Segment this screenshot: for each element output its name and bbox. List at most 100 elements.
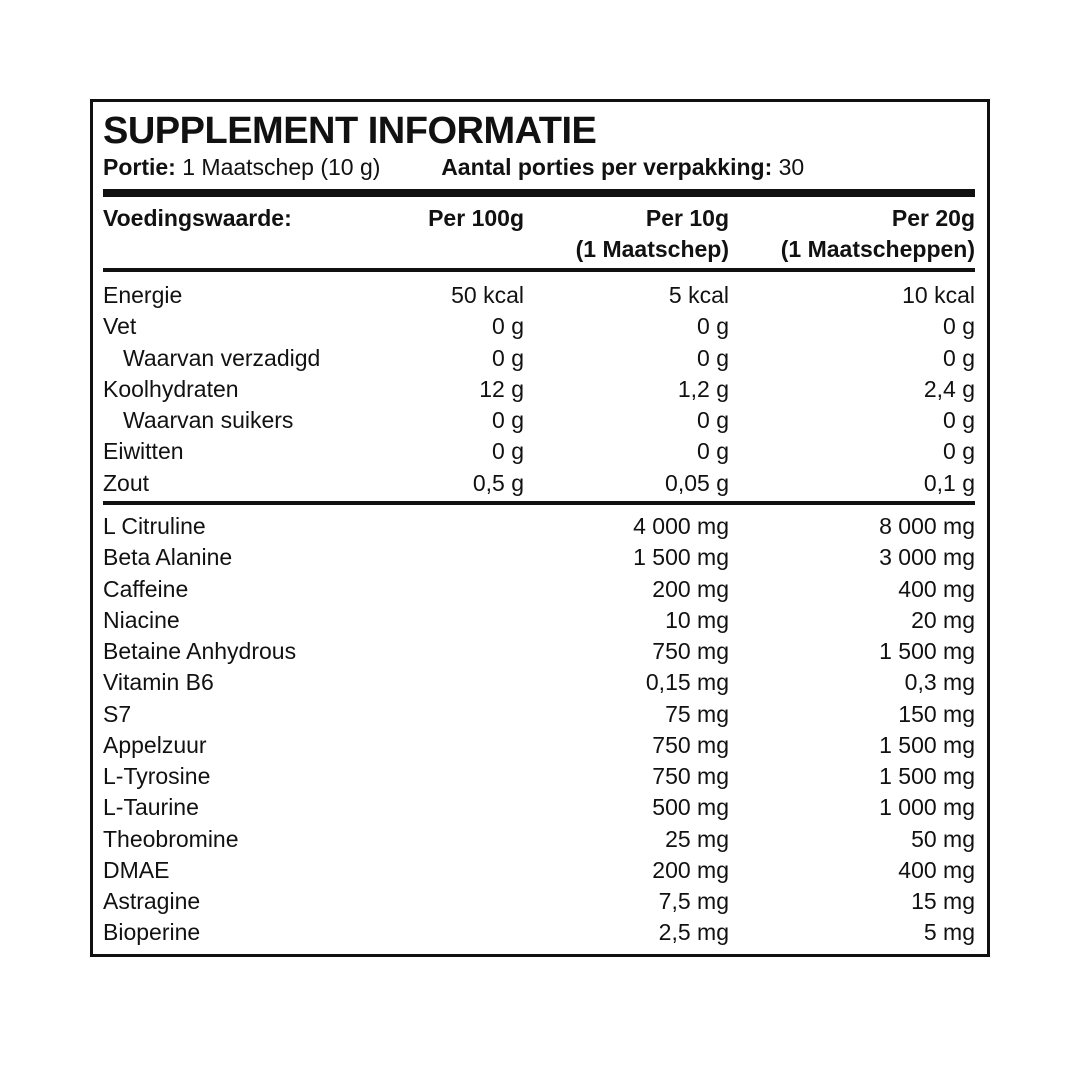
ingredient-value: 150 mg [898, 700, 975, 727]
ingredient-label: L-Taurine [103, 794, 199, 821]
ingredient-row: Vitamin B6 0,15 mg 0,3 mg [103, 667, 975, 698]
nutrition-label: Vet [103, 313, 137, 340]
ingredient-value: 750 mg [652, 763, 729, 789]
ingredient-label: DMAE [103, 856, 170, 883]
ingredient-value: 0,15 mg [645, 669, 729, 696]
count-value: 30 [778, 154, 805, 180]
header-cell: Per 20g (1 Maatscheppen) [729, 203, 975, 267]
rule [103, 268, 975, 272]
nutrition-table: Energie 50 kcal 5 kcal 10 kcal Vet 0 g 0 g 0 g W… [103, 280, 975, 499]
ingredient-value: 1 500 mg [633, 544, 729, 571]
ingredient-value: 15 mg [911, 888, 975, 914]
ingredient-value: 75 mg [665, 700, 729, 727]
ingredient-value: 8 000 mg [879, 513, 975, 539]
ingredient-value: 7,5 mg [658, 888, 729, 914]
ingredient-row: Astragine 7,5 mg 15 mg [103, 886, 975, 917]
ingredient-row: Betaine Anhydrous 750 mg 1 500 mg [103, 636, 975, 667]
empty-cell [363, 636, 524, 667]
ingredient-value: 4 000 mg [633, 513, 729, 539]
ingredient-row: Appelzuur 750 mg 1 500 mg [103, 730, 975, 761]
ingredient-label: Beta Alanine [103, 544, 233, 571]
nutrition-row: Waarvan verzadigd 0 g 0 g 0 g [103, 343, 975, 374]
ingredient-row: DMAE 200 mg 400 mg [103, 855, 975, 886]
empty-cell [363, 605, 524, 636]
nutrition-value: 5 kcal [668, 282, 729, 308]
nutrition-value: 0 g [943, 313, 975, 340]
nutrition-value: 0 g [697, 438, 729, 465]
nutrition-value: 0 g [492, 407, 524, 433]
header-cell: Per 100g [363, 203, 524, 267]
ingredient-table: L Citruline 4 000 mg 8 000 mg Beta Alanine 1… [103, 511, 975, 949]
ingredient-value: 2,5 mg [658, 919, 729, 946]
nutrition-value: 0 g [697, 313, 729, 340]
empty-cell [363, 730, 524, 761]
nutrition-label: Koolhydraten [103, 375, 239, 402]
nutrition-row: Koolhydraten 12 g 1,2 g 2,4 g [103, 374, 975, 405]
ingredient-label: L-Tyrosine [103, 763, 211, 789]
ingredient-label: Caffeine [103, 575, 189, 602]
nutrition-value: 2,4 g [923, 375, 975, 402]
ingredient-row: L-Tyrosine 750 mg 1 500 mg [103, 761, 975, 792]
ingredient-value: 750 mg [652, 638, 729, 664]
ingredient-value: 200 mg [652, 575, 729, 602]
nutrition-value: 0,1 g [923, 469, 975, 496]
ingredient-value: 5 mg [923, 919, 975, 946]
ingredient-label: Niacine [103, 606, 180, 633]
nutrition-value: 0,5 g [472, 469, 524, 496]
nutrition-value: 0 g [492, 438, 524, 465]
ingredient-row: Caffeine 200 mg 400 mg [103, 574, 975, 605]
title: SUPPLEMENT INFORMATIE [103, 110, 597, 152]
ingredient-label: Bioperine [103, 919, 201, 946]
ingredient-label: Astragine [103, 888, 201, 914]
ingredient-row: S7 75 mg 150 mg [103, 699, 975, 730]
header-text: Per 10g [645, 205, 729, 231]
empty-cell [363, 699, 524, 730]
empty-cell [363, 511, 524, 542]
portion-label: Portie: [103, 154, 176, 180]
ingredient-row: L Citruline 4 000 mg 8 000 mg [103, 511, 975, 542]
ingredient-value: 3 000 mg [879, 544, 975, 571]
nutrition-label: Energie [103, 282, 183, 308]
ingredient-row: Theobromine 25 mg 50 mg [103, 824, 975, 855]
ingredient-row: Bioperine 2,5 mg 5 mg [103, 917, 975, 948]
ingredient-label: Betaine Anhydrous [103, 638, 297, 664]
empty-cell [363, 824, 524, 855]
ingredient-label: Theobromine [103, 825, 239, 852]
ingredient-value: 20 mg [911, 606, 975, 633]
nutrition-value: 0 g [943, 344, 975, 371]
header-text: Per 20g [891, 205, 975, 231]
nutrition-value: 10 kcal [902, 282, 975, 308]
nutrition-row: Vet 0 g 0 g 0 g [103, 311, 975, 342]
nutrition-value: 50 kcal [451, 282, 524, 308]
ingredient-value: 10 mg [665, 606, 729, 633]
nutrition-row: Energie 50 kcal 5 kcal 10 kcal [103, 280, 975, 311]
ingredient-label: L Citruline [103, 513, 206, 539]
empty-cell [363, 667, 524, 698]
supplement-panel: SUPPLEMENT INFORMATIE Portie: 1 Maatsche… [90, 99, 990, 957]
count-label: Aantal porties per verpakking: [441, 154, 773, 180]
ingredient-value: 50 mg [911, 825, 975, 852]
nutrition-row: Waarvan suikers 0 g 0 g 0 g [103, 405, 975, 436]
header-text: Per 100g [428, 205, 524, 231]
empty-cell [363, 761, 524, 792]
empty-cell [363, 792, 524, 823]
ingredient-value: 400 mg [898, 856, 975, 883]
header-cell: Per 10g (1 Maatschep) [524, 203, 729, 267]
ingredient-row: Niacine 10 mg 20 mg [103, 605, 975, 636]
ingredient-row: L-Taurine 500 mg 1 000 mg [103, 792, 975, 823]
nutrition-value: 0 g [492, 313, 524, 340]
header-text: (1 Maatschep) [575, 236, 729, 262]
empty-cell [363, 574, 524, 605]
empty-cell [363, 542, 524, 573]
nutrition-value: 0 g [943, 407, 975, 433]
nutrition-row: Eiwitten 0 g 0 g 0 g [103, 436, 975, 467]
header-text: Voedingswaarde: [103, 205, 292, 231]
serving-info: Portie: 1 Maatschep (10 g) Aantal portie… [103, 154, 804, 181]
ingredient-value: 750 mg [652, 731, 729, 758]
nutrition-value: 0 g [697, 407, 729, 433]
nutrition-label: Waarvan verzadigd [123, 344, 321, 371]
ingredient-value: 1 500 mg [879, 731, 975, 758]
empty-cell [363, 917, 524, 948]
ingredient-label: Vitamin B6 [103, 669, 214, 696]
